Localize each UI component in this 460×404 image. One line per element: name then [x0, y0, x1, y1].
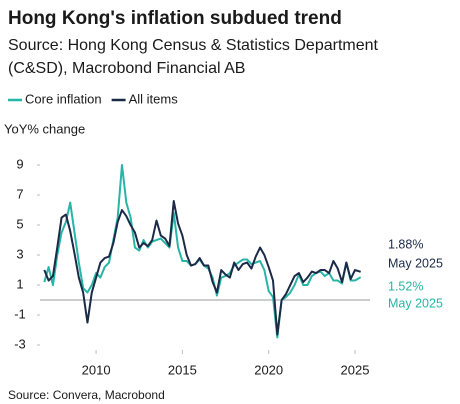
y-tick-label: -3 — [14, 336, 26, 351]
annotation: May 2025 — [388, 296, 443, 310]
y-tick-label: -1 — [14, 306, 26, 321]
annotation: 1.88% — [388, 237, 423, 251]
x-tick-label: 2015 — [168, 362, 197, 377]
y-axis-label: YoY% change — [4, 121, 85, 136]
y-tick-label: 9 — [16, 156, 23, 171]
x-tick-label: 2020 — [254, 362, 283, 377]
legend-label: All items — [129, 91, 179, 106]
x-tick-label: 2010 — [82, 362, 111, 377]
series-line — [43, 164, 362, 339]
x-tick-label: 2025 — [341, 362, 370, 377]
chart-subtitle: (C&SD), Macrobond Financial AB — [8, 60, 245, 77]
chart-title: Hong Kong's inflation subdued trend — [8, 8, 342, 29]
y-tick-label: 3 — [16, 246, 23, 261]
chart-subtitle: Source: Hong Kong Census & Statistics De… — [8, 37, 379, 54]
source: Source: Convera, Macrobond — [8, 388, 165, 402]
legend-label: Core inflation — [25, 91, 102, 106]
y-tick-label: 5 — [16, 216, 23, 231]
y-tick-label: 7 — [16, 186, 23, 201]
series-line — [43, 200, 361, 336]
annotation: 1.52% — [388, 279, 423, 293]
annotation: May 2025 — [388, 256, 443, 270]
y-tick-label: 1 — [16, 276, 23, 291]
